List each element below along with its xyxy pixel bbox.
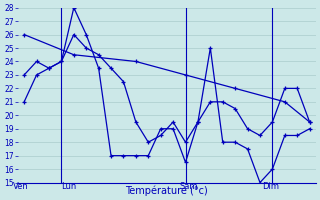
Text: Ven: Ven — [13, 182, 28, 191]
X-axis label: Température (°c): Température (°c) — [125, 185, 208, 196]
Text: Sam: Sam — [179, 182, 198, 191]
Text: Dim: Dim — [262, 182, 279, 191]
Text: Lun: Lun — [61, 182, 76, 191]
